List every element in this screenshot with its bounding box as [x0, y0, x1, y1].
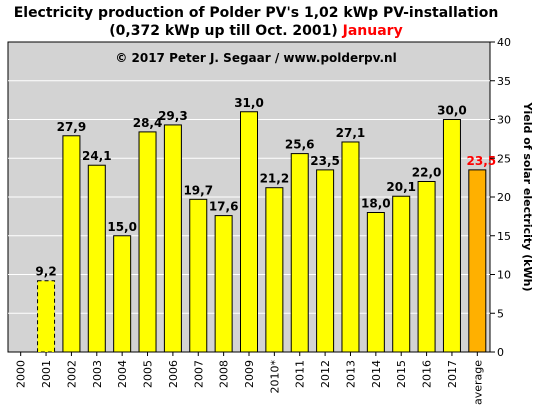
- data-label: 27,9: [57, 120, 87, 134]
- bar: [113, 235, 132, 353]
- bar: [62, 135, 81, 353]
- bar: [442, 119, 461, 353]
- y-tick-label: 10: [497, 269, 511, 282]
- x-tick-label: 2005: [142, 360, 155, 388]
- x-tick-label: 2001: [40, 360, 53, 388]
- x-tick-label: 2010*: [268, 360, 281, 394]
- x-tick-label: 2007: [192, 360, 205, 388]
- data-label: 25,6: [285, 138, 315, 152]
- copyright-text: © 2017 Peter J. Segaar / www.polderpv.nl: [115, 51, 396, 65]
- data-label: 20,1: [386, 180, 416, 194]
- bar: [366, 212, 385, 353]
- data-label: 29,3: [158, 109, 188, 123]
- y-tick-label: 25: [497, 152, 511, 165]
- x-tick-label: 2000: [15, 360, 28, 388]
- bar: [214, 215, 233, 353]
- data-label: 19,7: [183, 183, 213, 197]
- bar-average: [468, 169, 487, 353]
- bar: [341, 141, 360, 353]
- x-tick-label: 2015: [395, 360, 408, 388]
- y-tick-label: 15: [497, 230, 511, 243]
- bar: [265, 187, 284, 353]
- bar: [189, 198, 208, 353]
- data-label: 21,2: [260, 172, 290, 186]
- data-label: 30,0: [437, 104, 467, 118]
- data-label: 22,0: [412, 166, 442, 180]
- data-label: 27,1: [336, 126, 366, 140]
- bar: [37, 280, 56, 353]
- x-tick-label: 2009: [243, 360, 256, 388]
- x-tick-label: 2012: [319, 360, 332, 388]
- y-tick-label: 35: [497, 75, 511, 88]
- x-tick-label: 2002: [65, 360, 78, 388]
- data-label: 31,0: [234, 96, 264, 110]
- data-label: 15,0: [107, 220, 137, 234]
- chart-subtitle-text: (0,372 kWp up till Oct. 2001): [109, 23, 337, 39]
- bar: [138, 131, 157, 353]
- data-label: 28,4: [133, 116, 163, 130]
- bar: [290, 153, 309, 353]
- data-label: 24,1: [82, 149, 112, 163]
- bar: [392, 195, 411, 353]
- y-tick-label: 5: [497, 307, 504, 320]
- x-tick-label: 2017: [446, 360, 459, 388]
- y-axis-label: Yield of solar electricity (kWh): [521, 102, 534, 292]
- x-tick-label: average: [471, 360, 484, 405]
- bar: [87, 164, 106, 353]
- chart-title: Electricity production of Polder PV's 1,…: [14, 5, 499, 21]
- bar: [316, 169, 335, 353]
- x-tick-label: 2008: [218, 360, 231, 388]
- x-tick-label: 2003: [91, 360, 104, 388]
- data-label: 23,5: [310, 154, 340, 168]
- bar: [417, 181, 436, 353]
- y-tick-label: 40: [497, 36, 511, 49]
- y-axis-ticks: 0 5 10 15 20 25 30 35 40: [490, 36, 511, 359]
- y-tick-label: 0: [497, 346, 504, 359]
- y-tick-label: 30: [497, 114, 511, 127]
- bar: [163, 124, 182, 353]
- data-label: 23,5: [467, 154, 497, 168]
- x-tick-label: 2016: [421, 360, 434, 388]
- value-labels: 9,2 27,9 24,1 15,0 28,429,3 19,7 17,6 31,0 21,2 2…: [35, 96, 496, 279]
- y-tick-label: 20: [497, 191, 511, 204]
- data-label: 18,0: [361, 197, 391, 211]
- chart-subtitle: (0,372 kWp up till Oct. 2001) January: [109, 23, 402, 39]
- x-tick-label: 2006: [167, 360, 180, 388]
- x-tick-label: 2014: [370, 360, 383, 388]
- data-label: 17,6: [209, 200, 239, 214]
- data-label: 9,2: [35, 265, 56, 279]
- chart-subtitle-month: January: [342, 23, 403, 39]
- x-tick-label: 2011: [294, 360, 307, 388]
- x-tick-label: 2004: [116, 360, 129, 388]
- x-tick-label: 2013: [344, 360, 357, 388]
- x-axis-ticks: 2000 2001 2002 2003 2004 2005 2006 2007 2008 2009…: [15, 352, 484, 405]
- bar: [240, 111, 258, 353]
